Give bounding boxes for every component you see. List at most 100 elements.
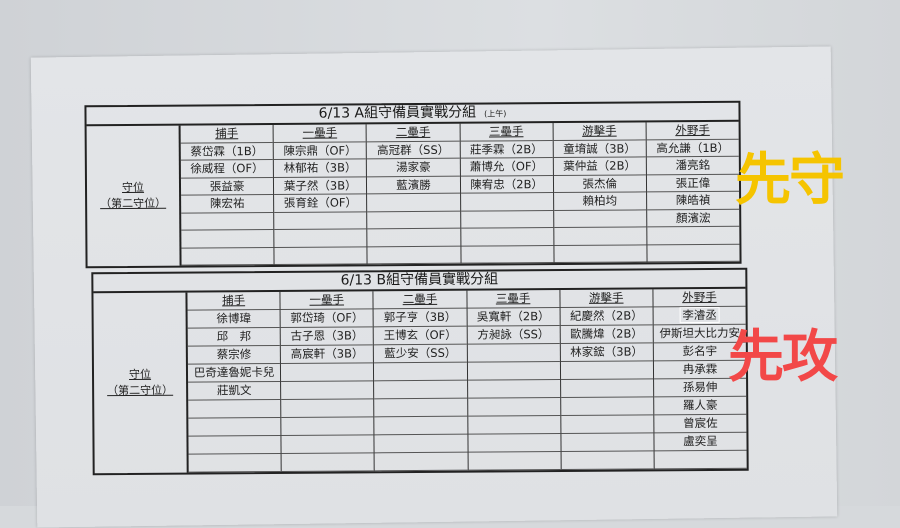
- player-cell: [188, 399, 281, 419]
- player-cell: 張杰倫: [553, 174, 646, 194]
- player-cell: 高冠群（SS）: [367, 141, 460, 160]
- column-header: 三壘手: [466, 290, 560, 309]
- player-cell: [367, 211, 460, 230]
- player-cell: [374, 452, 468, 472]
- player-cell: 張育銓（OF）: [274, 194, 367, 213]
- player-cell: [560, 361, 653, 381]
- player-cell: 陳宗鼎（OF）: [273, 141, 367, 160]
- player-cell: [281, 435, 374, 454]
- column-3: 三壘手 吳寬軒（2B） 方昶詠（SS）: [466, 290, 562, 471]
- player-cell: 高宸軒（3B）: [280, 345, 374, 364]
- column-4: 游擊手 童堉誠（3B） 葉仲益（2B） 張杰倫 賴柏均: [553, 122, 648, 264]
- player-cell: [274, 211, 367, 230]
- table-group-b: 6/13 B組守備員實戰分組 守位 （第二守位） 捕手 徐博瑋邱 邦蔡宗修 巴奇達魯妮…: [91, 267, 749, 476]
- title-text: 6/13 A組守備員實戰分組: [318, 104, 477, 122]
- player-cell: [554, 244, 647, 264]
- player-cell: 古子恩（3B）: [280, 327, 374, 346]
- table-b-columns: 捕手 徐博瑋邱 邦蔡宗修 巴奇達魯妮卡兒 莊凱文 一壘手 郭岱琦（OF） 古子恩（3B） 高宸…: [187, 288, 747, 473]
- player-cell: 曾宸佐: [654, 414, 747, 434]
- player-cell: 徐威程（OF）: [180, 159, 274, 179]
- title-text: 6/13 B組守備員實戰分組: [340, 271, 499, 289]
- column-2: 二壘手 郭子亨（3B） 王博玄（OF） 藍少安（SS）: [373, 290, 469, 472]
- player-cell: 童堉誠（3B）: [553, 139, 646, 159]
- player-cell: 藍濱勝: [367, 176, 460, 195]
- title-note: (上午): [484, 109, 507, 119]
- column-header: 一壘手: [273, 124, 367, 143]
- overlay-defense-first: 先守: [735, 148, 845, 213]
- player-cell: 蕭博允（OF）: [460, 158, 553, 177]
- label-line: 守位: [121, 180, 145, 195]
- player-cell: [181, 229, 274, 249]
- player-cell: 蔡宗修: [187, 345, 281, 365]
- player-cell: 高允謙（1B）: [646, 139, 739, 158]
- column-header: 游擊手: [553, 122, 646, 141]
- label-line: 守位: [128, 367, 152, 382]
- player-cell: [467, 344, 560, 363]
- player-cell: [561, 451, 654, 471]
- player-cell: [367, 246, 461, 265]
- column-header: 二壘手: [373, 290, 467, 310]
- player-cell: [467, 416, 561, 435]
- position-label: 守位 （第二守位）: [86, 125, 182, 267]
- player-cell: [561, 433, 654, 453]
- player-cell: [553, 227, 647, 246]
- player-cell: [188, 417, 281, 437]
- player-cell: 盧奕呈: [654, 432, 747, 452]
- player-cell: 巴奇達魯妮卡兒: [187, 363, 281, 383]
- player-cell: [181, 212, 274, 231]
- player-cell: 賴柏均: [553, 192, 647, 211]
- player-cell: [460, 193, 553, 212]
- position-label: 守位 （第二守位）: [93, 292, 189, 474]
- player-cell: 張正偉: [646, 174, 740, 193]
- player-cell: [467, 398, 561, 417]
- player-cell: [274, 246, 367, 265]
- player-cell: [281, 381, 374, 400]
- player-cell: [281, 363, 374, 382]
- player-cell: 藍少安（SS）: [374, 344, 467, 364]
- player-cell: [553, 209, 647, 229]
- column-4: 游擊手 紀慶然（2B） 歐騰煒（2B） 林家鋐（3B）: [560, 289, 655, 471]
- player-cell: [560, 397, 654, 417]
- table-a-columns: 捕手 蔡岱霖（1B） 徐威程（OF） 張益豪 陳宏祐 一壘手 陳宗鼎（OF） 林郁祐（3B）葉…: [180, 121, 740, 266]
- column-3: 三壘手 莊季霖（2B） 蕭博允（OF） 陳宥忠（2B）: [460, 123, 555, 264]
- player-cell: [188, 453, 281, 473]
- player-cell: [374, 434, 468, 454]
- player-cell: [460, 210, 553, 229]
- player-cell: 葉仲益（2B）: [553, 157, 646, 176]
- player-cell: [561, 415, 654, 435]
- column-0: 捕手 蔡岱霖（1B） 徐威程（OF） 張益豪 陳宏祐: [180, 124, 275, 266]
- column-5: 外野手 高允謙（1B） 潘亮銘 張正偉 陳皓禎 顏濱浤: [646, 121, 740, 263]
- column-header: 二壘手: [366, 123, 460, 142]
- highlighted-player: 李濬丞: [679, 306, 720, 324]
- column-header: 一壘手: [280, 291, 373, 310]
- player-cell: [654, 450, 747, 470]
- player-cell: [560, 379, 654, 399]
- column-1: 一壘手 陳宗鼎（OF） 林郁祐（3B） 葉子然（3B） 張育銓（OF）: [273, 124, 368, 265]
- player-cell: [367, 228, 460, 247]
- player-cell: [460, 245, 554, 264]
- player-cell: 蔡岱霖（1B）: [180, 142, 273, 161]
- player-cell: 湯家豪: [367, 158, 460, 177]
- column-header: 外野手: [653, 288, 746, 308]
- player-cell: [281, 417, 374, 436]
- column-0: 捕手 徐博瑋邱 邦蔡宗修 巴奇達魯妮卡兒 莊凱文: [187, 291, 282, 473]
- player-cell: 莊凱文: [188, 381, 281, 401]
- player-cell: [367, 193, 460, 212]
- player-cell: [647, 244, 740, 263]
- column-header: 外野手: [646, 121, 739, 140]
- player-cell: 紀慶然（2B）: [560, 307, 653, 327]
- player-cell: 莊季霖（2B）: [460, 140, 553, 159]
- player-cell: 陳宏祐: [181, 194, 274, 214]
- player-cell: [374, 416, 467, 436]
- player-cell: [374, 362, 467, 382]
- player-cell: 羅人豪: [654, 396, 747, 416]
- label-line: （第二守位）: [100, 196, 167, 211]
- player-cell: 王博玄（OF）: [374, 326, 467, 346]
- player-cell: 葉子然（3B）: [274, 176, 367, 195]
- player-cell: 顏濱浤: [647, 209, 740, 228]
- player-cell: 吳寬軒（2B）: [467, 308, 560, 327]
- player-cell: [647, 226, 740, 245]
- column-header: 捕手: [187, 291, 280, 311]
- player-cell: [281, 399, 374, 418]
- player-cell: [181, 247, 274, 266]
